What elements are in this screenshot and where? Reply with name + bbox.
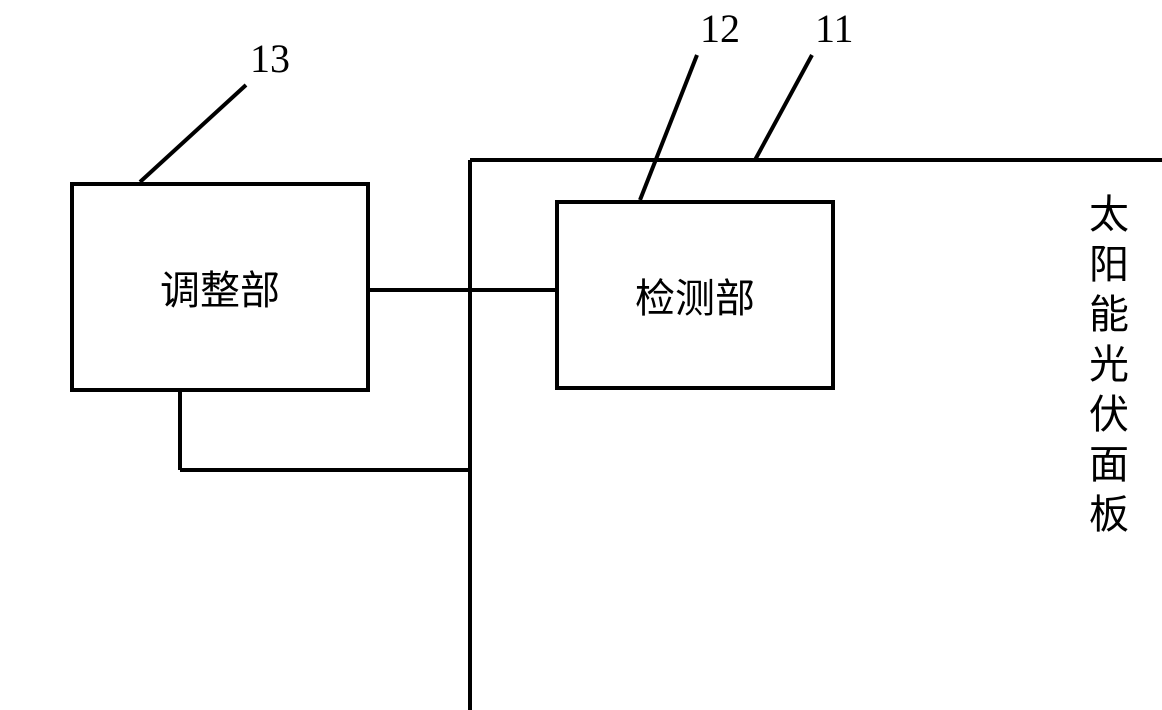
callout-11: 11: [815, 5, 854, 52]
node-detect: 检测部: [555, 200, 835, 390]
callout-line-11: [755, 55, 812, 160]
callout-line-12: [640, 55, 697, 200]
node-adjust: 调整部: [70, 182, 370, 392]
node-panel-label: 太阳能光伏面板: [1085, 190, 1133, 540]
callout-12: 12: [700, 5, 740, 52]
diagram-canvas: 调整部 检测部 太阳能光伏面板 13 12 11: [0, 0, 1162, 710]
node-detect-label: 检测部: [635, 266, 755, 324]
callout-13: 13: [250, 35, 290, 82]
node-adjust-label: 调整部: [160, 258, 280, 316]
callout-line-13: [140, 85, 246, 182]
